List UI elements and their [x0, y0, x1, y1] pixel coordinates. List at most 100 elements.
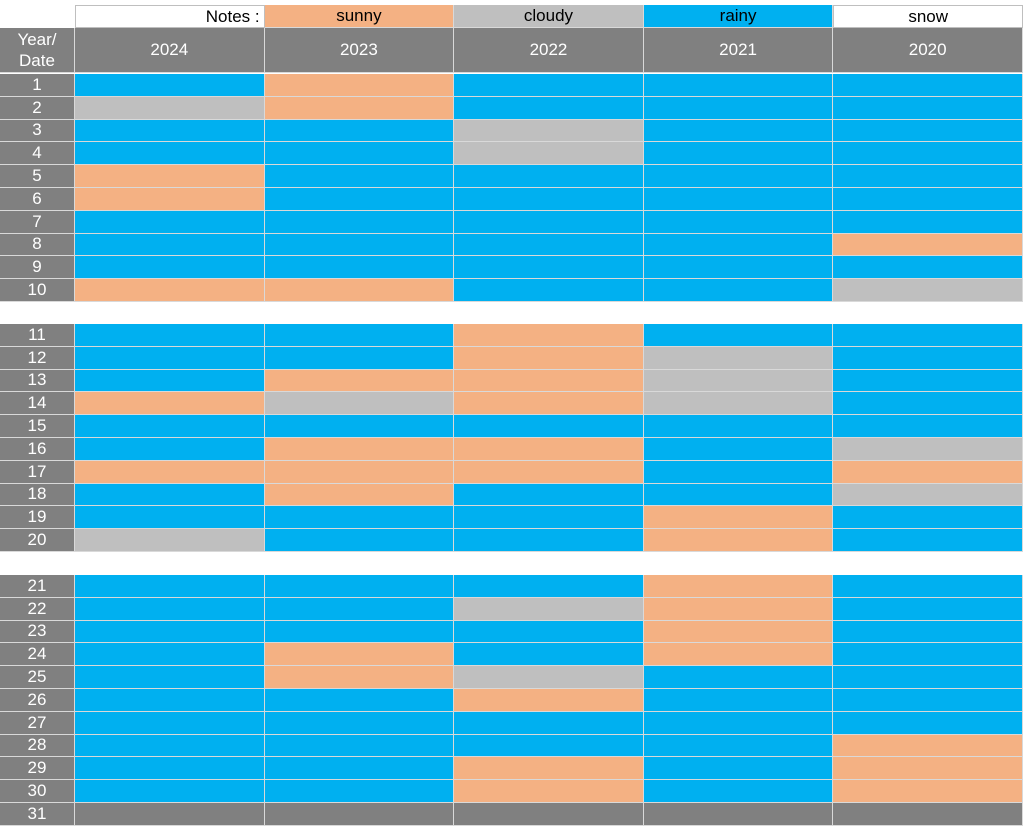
weather-cell: [264, 233, 455, 257]
weather-cell: [454, 529, 644, 552]
weather-cell: [264, 643, 455, 667]
weather-cell: [643, 369, 834, 393]
year-header: 2022: [454, 28, 644, 73]
date-cell: 20: [0, 529, 75, 552]
weather-cell: [643, 643, 834, 667]
date-cell: 5: [0, 165, 75, 188]
weather-cell: [75, 643, 265, 667]
weather-cell: [264, 256, 455, 280]
date-cell: 9: [0, 256, 75, 280]
date-cell: 19: [0, 506, 75, 530]
weather-cell: [643, 483, 834, 507]
weather-cell: [264, 803, 455, 826]
weather-cell: [454, 74, 644, 97]
year-header: 2023: [264, 28, 455, 73]
weather-cell: [75, 711, 265, 735]
legend-item: sunny: [264, 5, 455, 28]
weather-cell: [833, 757, 1023, 781]
date-cell: 16: [0, 438, 75, 461]
weather-cell: [264, 506, 455, 530]
weather-cell: [643, 392, 834, 416]
date-cell: 22: [0, 597, 75, 621]
weather-cell: [643, 460, 834, 484]
weather-cell: [833, 643, 1023, 667]
weather-cell: [833, 392, 1023, 416]
legend-item: rainy: [643, 5, 834, 28]
weather-cell: [75, 142, 265, 166]
weather-cell: [75, 438, 265, 461]
weather-cell: [454, 643, 644, 667]
date-cell: 29: [0, 757, 75, 781]
weather-cell: [264, 188, 455, 211]
weather-cell: [75, 279, 265, 302]
weather-cell: [643, 74, 834, 97]
weather-cell: [643, 256, 834, 280]
weather-cell: [75, 689, 265, 712]
weather-cell: [643, 666, 834, 689]
weather-cell: [75, 415, 265, 438]
weather-cell: [264, 346, 455, 370]
year-header: 2024: [75, 28, 265, 73]
weather-cell: [454, 575, 644, 598]
weather-cell: [833, 597, 1023, 621]
weather-cell: [833, 415, 1023, 438]
date-cell: 17: [0, 460, 75, 484]
weather-cell: [454, 620, 644, 644]
weather-cell: [454, 666, 644, 689]
weather-cell: [643, 210, 834, 234]
weather-cell: [833, 256, 1023, 280]
weather-cell: [833, 324, 1023, 347]
weather-cell: [454, 256, 644, 280]
weather-cell: [454, 119, 644, 143]
weather-cell: [264, 666, 455, 689]
weather-cell: [264, 142, 455, 166]
date-cell: 21: [0, 575, 75, 598]
weather-cell: [75, 346, 265, 370]
weather-cell: [454, 803, 644, 826]
weather-cell: [833, 506, 1023, 530]
weather-cell: [75, 780, 265, 803]
weather-cell: [833, 460, 1023, 484]
weather-cell: [454, 506, 644, 530]
weather-cell: [643, 506, 834, 530]
weather-cell: [833, 142, 1023, 166]
weather-cell: [454, 711, 644, 735]
weather-cell: [833, 279, 1023, 302]
date-cell: 27: [0, 711, 75, 735]
weather-cell: [643, 165, 834, 188]
weather-cell: [75, 74, 265, 97]
weather-cell: [833, 734, 1023, 758]
date-cell: 24: [0, 643, 75, 667]
weather-cell: [264, 483, 455, 507]
weather-cell: [264, 689, 455, 712]
weather-cell: [264, 780, 455, 803]
weather-cell: [454, 210, 644, 234]
weather-cell: [454, 142, 644, 166]
legend-item: snow: [833, 5, 1023, 28]
weather-cell: [264, 438, 455, 461]
weather-cell: [264, 96, 455, 120]
weather-cell: [264, 734, 455, 758]
weather-cell: [75, 597, 265, 621]
weather-cell: [454, 188, 644, 211]
weather-cell: [833, 529, 1023, 552]
weather-cell: [833, 483, 1023, 507]
weather-cell: [643, 233, 834, 257]
weather-cell: [833, 803, 1023, 826]
weather-cell: [75, 529, 265, 552]
weather-cell: [75, 324, 265, 347]
date-cell: 11: [0, 324, 75, 347]
year-header: 2021: [643, 28, 834, 73]
date-cell: 15: [0, 415, 75, 438]
weather-cell: [75, 575, 265, 598]
weather-cell: [75, 165, 265, 188]
weather-cell: [643, 529, 834, 552]
weather-cell: [454, 460, 644, 484]
date-cell: 8: [0, 233, 75, 257]
date-cell: 18: [0, 483, 75, 507]
date-cell: 28: [0, 734, 75, 758]
date-cell: 31: [0, 803, 75, 826]
date-cell: 6: [0, 188, 75, 211]
weather-cell: [643, 757, 834, 781]
weather-cell: [264, 369, 455, 393]
